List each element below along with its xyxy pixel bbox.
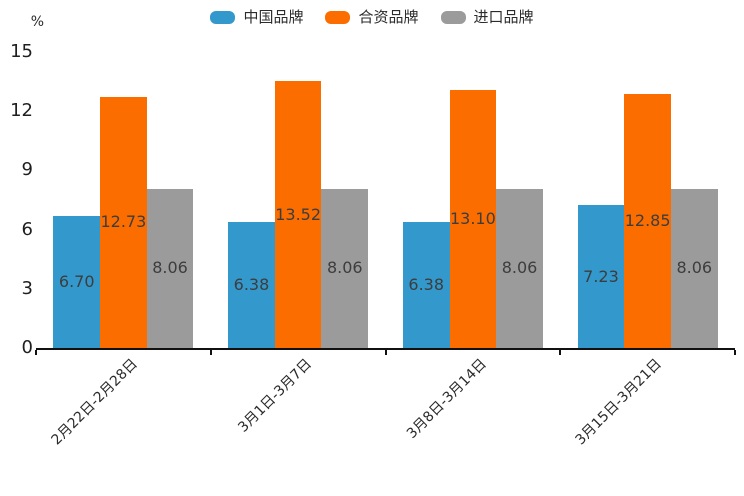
value-label: 8.06 bbox=[152, 258, 188, 278]
legend-label-series-3: 进口品牌 bbox=[473, 8, 534, 26]
x-category-label: 3月15日-3月21日 bbox=[572, 356, 665, 449]
bar[interactable]: 7.23 bbox=[577, 205, 625, 348]
value-label: 8.06 bbox=[676, 258, 713, 278]
legend-marker-series-2 bbox=[325, 11, 351, 24]
bar[interactable]: 6.38 bbox=[228, 222, 275, 348]
value-label: 12.73 bbox=[100, 212, 147, 232]
y-tick-label: 3 bbox=[21, 277, 33, 299]
y-tick-label: 6 bbox=[21, 218, 33, 240]
x-axis-tick bbox=[35, 350, 37, 355]
legend-item-series-1[interactable]: 中国品牌 bbox=[210, 10, 303, 25]
bar[interactable]: 6.38 bbox=[402, 222, 450, 348]
x-axis-tick bbox=[209, 350, 212, 355]
bar[interactable]: 12.73 bbox=[100, 96, 147, 348]
legend-item-series-2[interactable]: 合资品牌 bbox=[325, 8, 419, 26]
value-label: 6.38 bbox=[408, 275, 445, 295]
legend-label-series-1: 中国品牌 bbox=[243, 8, 304, 26]
y-axis-unit-label: % bbox=[30, 14, 44, 30]
y-tick-label: 9 bbox=[21, 159, 33, 181]
legend-label-series-2: 合资品牌 bbox=[358, 8, 419, 26]
x-category-label: 3月8日-3月14日 bbox=[404, 356, 491, 442]
value-label: 13.52 bbox=[275, 204, 322, 224]
value-label: 8.06 bbox=[501, 258, 538, 278]
legend-item-series-3[interactable]: 进口品牌 bbox=[440, 8, 534, 26]
bar[interactable]: 8.06 bbox=[146, 188, 194, 348]
legend: 中国品牌 合资品牌 进口品牌 bbox=[0, 10, 744, 25]
bar[interactable]: 8.06 bbox=[321, 188, 369, 348]
bar[interactable]: 6.70 bbox=[53, 215, 101, 348]
x-category-label: 2月22日-2月28日 bbox=[48, 356, 141, 449]
value-label: 6.70 bbox=[58, 271, 95, 291]
bar[interactable]: 13.10 bbox=[449, 89, 497, 348]
y-tick-label: 15 bbox=[10, 41, 33, 62]
y-tick-label: 0 bbox=[21, 337, 33, 358]
value-label: 12.85 bbox=[624, 211, 671, 231]
bar[interactable]: 13.52 bbox=[274, 81, 322, 348]
bar[interactable]: 8.06 bbox=[670, 188, 718, 348]
value-label: 8.06 bbox=[326, 258, 363, 278]
legend-marker-series-3 bbox=[440, 11, 466, 24]
value-label: 6.38 bbox=[233, 275, 270, 295]
x-category-label: 3月1日-3月7日 bbox=[235, 356, 316, 436]
x-axis-tick bbox=[559, 350, 562, 355]
bar[interactable]: 12.85 bbox=[624, 94, 671, 348]
bar[interactable]: 8.06 bbox=[496, 188, 543, 348]
value-label: 13.10 bbox=[449, 208, 496, 228]
x-axis-tick bbox=[384, 350, 387, 355]
y-tick-label: 12 bbox=[10, 100, 33, 122]
plot-area: 6.70 6.38 6.38 7.23 12.73 13.52 13.10 12.85 8.06… bbox=[36, 52, 735, 350]
x-axis-tick bbox=[734, 350, 736, 355]
legend-marker-series-1 bbox=[210, 11, 236, 24]
value-label: 7.23 bbox=[583, 266, 619, 286]
